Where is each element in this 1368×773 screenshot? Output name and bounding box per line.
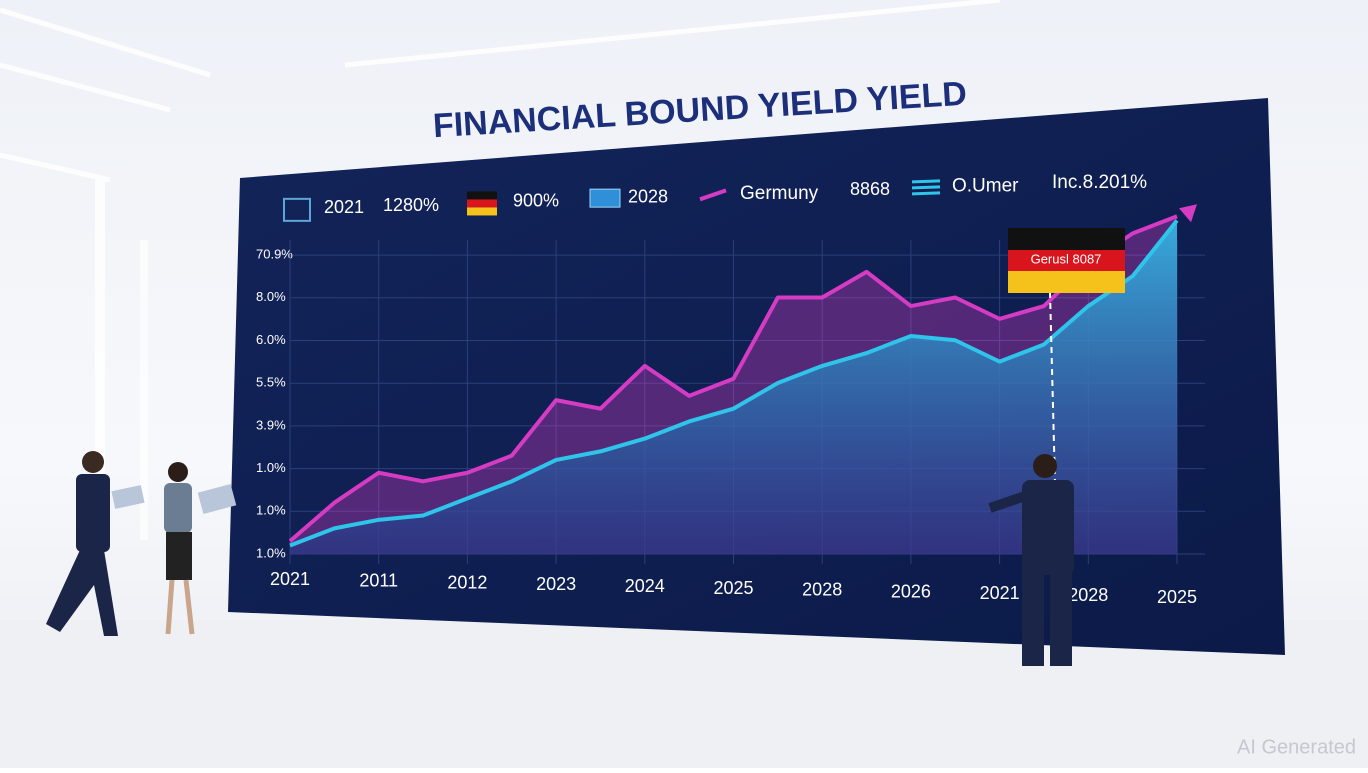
arrow-head [1179, 204, 1197, 223]
legend-text: 8868 [850, 179, 890, 199]
legend-text: 900% [513, 191, 559, 211]
y-tick-label: 1.0% [256, 460, 286, 475]
line [289, 219, 1179, 548]
person-middle [164, 462, 237, 635]
x-tick-label: 2011 [359, 571, 398, 591]
legend-flag [467, 207, 497, 216]
x-tick-label: 2021 [980, 583, 1020, 603]
watermark: AI Generated [1237, 736, 1356, 758]
legend-label: O.Umer [952, 175, 1019, 196]
legend-label: Germuny [740, 183, 819, 204]
y-tick-label: 70.9% [256, 247, 293, 262]
legend-text: 1280% [383, 195, 439, 215]
person-right [988, 454, 1074, 666]
ceiling-lights [0, 0, 1001, 183]
x-tick-label: 2023 [536, 574, 576, 594]
x-tick-label: 2028 [1068, 585, 1108, 605]
legend-text: 2028 [628, 187, 668, 207]
person-left [46, 451, 145, 636]
y-tick-label: 5.5% [256, 375, 286, 390]
wall-light [140, 240, 148, 540]
y-tick-label: 1.0% [256, 545, 286, 560]
x-tick-label: 2024 [625, 576, 665, 596]
x-tick-label: 2012 [447, 572, 487, 592]
annotation: Gerusl 8087 [1031, 251, 1102, 266]
flag-annotation: Gerusl 8087 [1008, 228, 1125, 561]
plot: 1.0% 1.0% 1.0% 3.9% 5.5% 6.0% 8.0% 70.9% 2021 201… [256, 204, 1205, 607]
y-tick-label: 1.0% [256, 503, 286, 518]
legend-text: 2021 [324, 197, 364, 217]
legend-swatch [699, 188, 727, 202]
legend-flag [467, 199, 497, 208]
line [288, 214, 1178, 543]
legend-icon [589, 188, 621, 208]
x-tick-label: 2028 [802, 580, 842, 600]
legend-text: Inc.8.201% [1052, 172, 1147, 193]
legend-swatch [911, 191, 941, 196]
wall-light [95, 180, 105, 540]
legend-icon [283, 197, 311, 222]
y-tick-label: 8.0% [256, 289, 286, 304]
x-tick-label: 2025 [713, 578, 753, 598]
legend-flag [467, 191, 497, 200]
area [290, 220, 1177, 555]
y-tick-label: 6.0% [256, 332, 286, 347]
x-tick-label: 2021 [270, 569, 310, 589]
y-tick-label: 3.9% [256, 417, 286, 432]
x-tick-label: 2026 [891, 581, 931, 601]
x-tick-label: 2025 [1157, 587, 1197, 607]
legend-swatch [911, 179, 941, 184]
legend: 2021 1280% 900% 2028 Germuny 8868 O.Umer Inc.8.… [283, 172, 1147, 222]
legend-swatch [911, 185, 941, 190]
